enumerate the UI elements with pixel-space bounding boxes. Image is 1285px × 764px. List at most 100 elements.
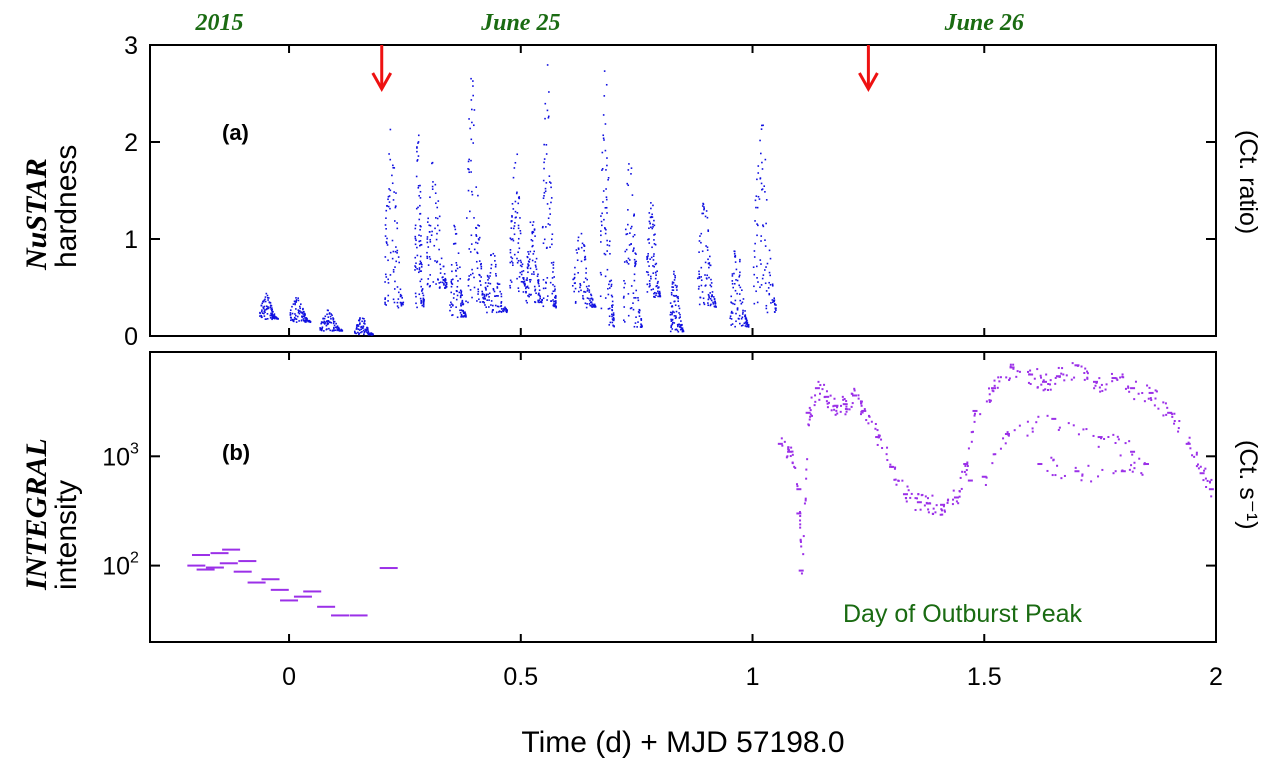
hardness-point (549, 182, 552, 184)
hardness-point (553, 303, 555, 305)
hardness-point (552, 264, 555, 266)
hardness-point (460, 304, 462, 306)
hardness-point (443, 279, 445, 281)
hardness-point (297, 309, 300, 311)
hardness-point (634, 252, 637, 255)
hardness-point (708, 295, 710, 297)
hardness-point (416, 146, 418, 148)
hardness-point (674, 315, 677, 317)
hardness-point (652, 272, 655, 274)
hardness-point (652, 204, 654, 207)
hardness-point (538, 292, 540, 295)
hardness-point (625, 248, 628, 251)
hardness-point (456, 316, 459, 319)
hardness-point (653, 292, 655, 295)
intensity-point (1105, 383, 1108, 386)
hardness-point (584, 256, 586, 259)
intensity-point (804, 497, 807, 500)
hardness-point (358, 323, 361, 325)
hardness-point (736, 307, 739, 310)
hardness-point (464, 313, 467, 316)
intensity-point (906, 485, 909, 488)
hardness-point (581, 242, 584, 245)
hardness-point (742, 311, 744, 314)
hardness-point (546, 203, 549, 205)
hardness-point (674, 276, 676, 279)
hardness-point (605, 228, 607, 231)
hardness-point (599, 271, 602, 274)
hardness-point (712, 303, 715, 305)
hardness-point (524, 287, 527, 290)
hardness-point (553, 285, 556, 288)
intensity-point (876, 429, 879, 432)
hardness-point (733, 252, 736, 255)
hardness-point (656, 270, 658, 273)
hardness-point (630, 173, 632, 175)
intensity-point (963, 463, 969, 466)
hardness-point (674, 295, 676, 297)
hardness-point (510, 256, 512, 258)
hardness-point (647, 261, 649, 263)
hardness-point (623, 306, 626, 308)
hardness-point (496, 286, 499, 288)
intensity-point (989, 399, 992, 402)
hardness-point (700, 232, 703, 235)
hardness-point (496, 282, 499, 285)
intensity-point (1057, 428, 1060, 431)
hardness-point (714, 300, 716, 303)
hardness-point (387, 195, 390, 198)
hardness-point (523, 284, 526, 287)
hardness-point (475, 186, 478, 188)
hardness-point (295, 318, 298, 321)
hardness-point (475, 227, 478, 230)
hardness-point (459, 266, 461, 269)
hardness-point (297, 299, 300, 302)
hardness-point (673, 279, 676, 281)
hardness-point (331, 314, 333, 317)
hardness-point (370, 332, 372, 335)
hardness-point (476, 300, 478, 302)
hardness-point (388, 188, 390, 190)
hardness-point (414, 292, 417, 295)
hardness-point (428, 224, 431, 227)
hardness-point (512, 264, 514, 267)
intensity-point (1148, 391, 1154, 394)
intensity-point (1048, 383, 1051, 386)
hardness-point (498, 311, 500, 313)
hardness-point (540, 300, 543, 303)
intensity-point (1171, 415, 1174, 418)
hardness-point (730, 318, 733, 320)
hardness-point (489, 275, 491, 277)
hardness-point (601, 151, 604, 154)
intensity-point (1056, 464, 1059, 467)
intensity-point (1086, 377, 1089, 380)
hardness-point (289, 309, 292, 311)
hardness-point (710, 285, 713, 288)
hardness-point (638, 311, 641, 314)
intensity-point (1009, 365, 1012, 368)
hardness-point (672, 286, 675, 288)
hardness-point (395, 260, 398, 263)
hardness-point (765, 290, 768, 292)
intensity-point (1052, 459, 1055, 462)
hardness-point (674, 317, 677, 320)
hardness-point (509, 261, 512, 264)
intensity-point (1057, 375, 1060, 378)
intensity-point (1103, 437, 1106, 440)
date-label-june25: June 25 (480, 10, 560, 36)
hardness-point (533, 285, 536, 288)
intensity-point (1195, 465, 1198, 468)
hardness-point (444, 277, 447, 280)
hardness-point (731, 282, 734, 285)
hardness-point (417, 206, 419, 209)
hardness-point (435, 202, 437, 205)
intensity-point (1083, 372, 1086, 375)
intensity-point (210, 552, 229, 555)
hardness-point (623, 295, 625, 298)
hardness-point (270, 312, 272, 315)
hardness-point (764, 191, 766, 193)
intensity-point (1006, 431, 1009, 434)
intensity-point (958, 490, 961, 493)
hardness-point (521, 265, 523, 268)
intensity-point (1049, 379, 1052, 382)
